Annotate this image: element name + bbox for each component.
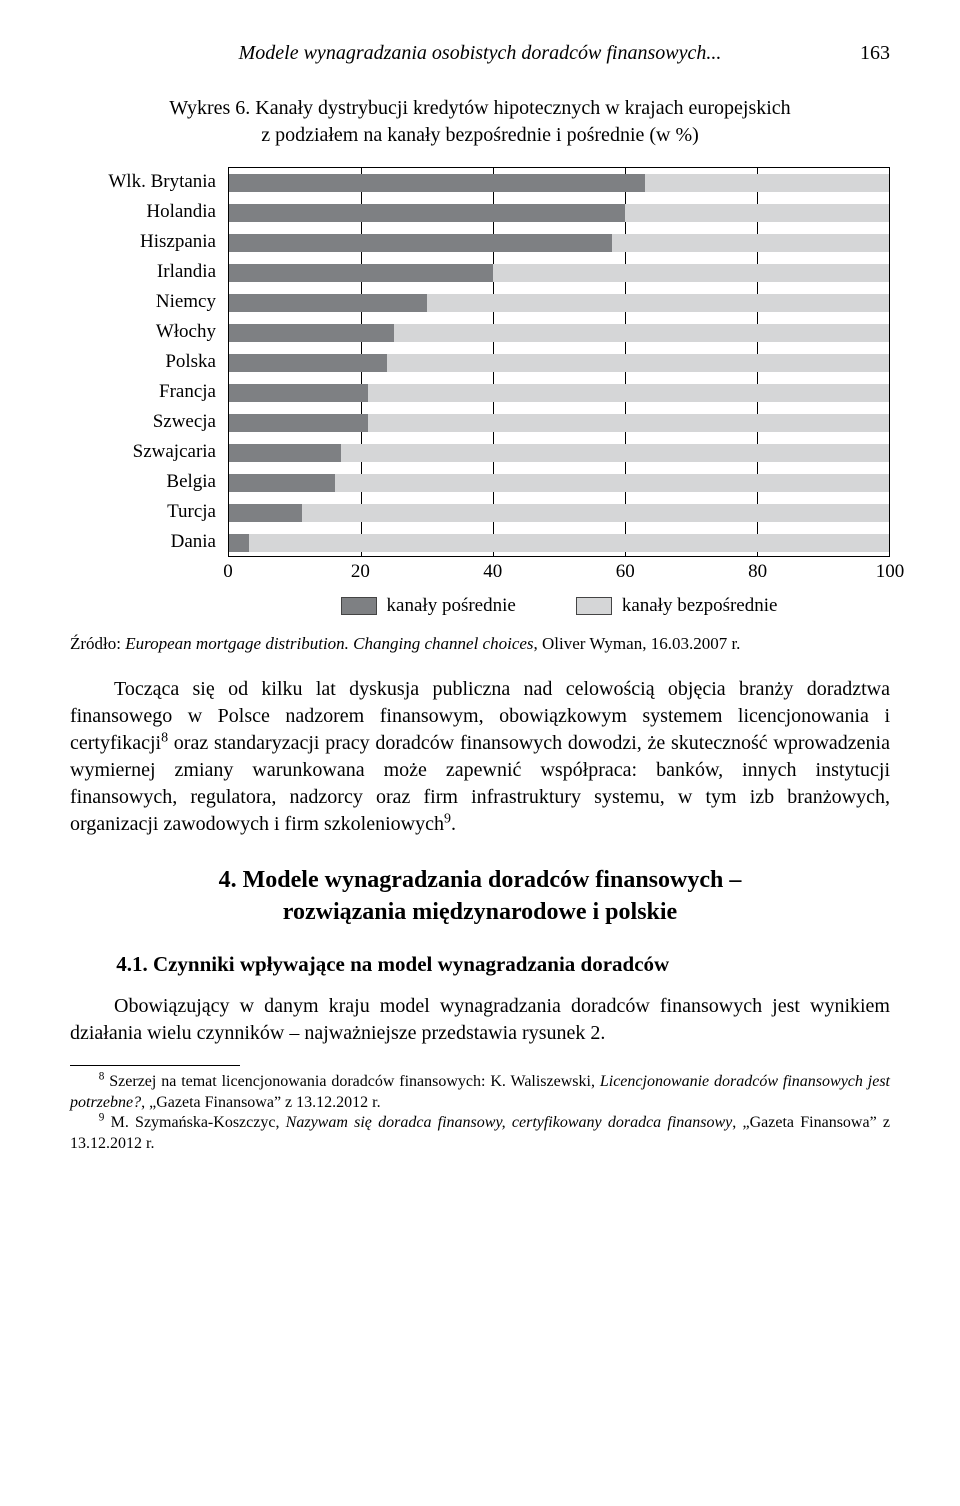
chart-bar-indirect — [229, 234, 612, 252]
chart-bar-direct — [335, 474, 889, 492]
chart-source: Źródło: European mortgage distribution. … — [70, 633, 890, 656]
chart-bar-indirect — [229, 204, 625, 222]
chart-bar-row — [229, 198, 889, 228]
chart-bar-indirect — [229, 264, 493, 282]
chart-bar-row — [229, 288, 889, 318]
chart-bar-indirect — [229, 474, 335, 492]
chart-bar-row — [229, 318, 889, 348]
source-suffix: , Oliver Wyman, 16.03.2007 r. — [534, 634, 741, 653]
chart-x-tick: 60 — [616, 559, 635, 585]
chart-bar-row — [229, 258, 889, 288]
chart-bar-row — [229, 438, 889, 468]
paragraph-2: Obowiązujący w danym kraju model wynagra… — [70, 993, 890, 1047]
running-title: Modele wynagradzania osobistych doradców… — [239, 42, 722, 64]
chart-bar-direct — [249, 534, 889, 552]
chart-bar-direct — [427, 294, 889, 312]
legend-label-direct: kanały bezpośrednie — [622, 593, 778, 619]
section-heading-4: 4. Modele wynagradzania doradców finanso… — [70, 864, 890, 929]
chart-y-label: Szwajcaria — [70, 439, 220, 465]
chart-y-label: Turcja — [70, 499, 220, 525]
chart-y-label: Holandia — [70, 199, 220, 225]
chart-bar-row — [229, 168, 889, 198]
chart-x-tick: 100 — [876, 559, 905, 585]
subsection-heading-4-1: 4.1. Czynniki wpływające na model wynagr… — [70, 950, 890, 978]
source-prefix: Źródło: — [70, 634, 125, 653]
chart-y-label: Polska — [70, 349, 220, 375]
chart-bar-direct — [368, 384, 889, 402]
chart-y-label: Szwecja — [70, 409, 220, 435]
footnote-ref-8: 8 — [161, 730, 168, 745]
chart-bar-direct — [341, 444, 889, 462]
chart-y-label: Wlk. Brytania — [70, 169, 220, 195]
chart-caption: Wykres 6. Kanały dystrybucji kredytów hi… — [120, 95, 840, 149]
chart-bar-row — [229, 378, 889, 408]
source-title: European mortgage distribution. Changing… — [125, 634, 533, 653]
chart-bar-indirect — [229, 504, 302, 522]
chart-bar-row — [229, 528, 889, 558]
chart-bar-indirect — [229, 294, 427, 312]
chart-y-labels: Wlk. Brytania Holandia Hiszpania Irlandia Ni… — [70, 167, 220, 557]
section-heading-line1: 4. Modele wynagradzania doradców finanso… — [219, 867, 742, 893]
chart-x-tick: 80 — [748, 559, 767, 585]
chart-bar-indirect — [229, 444, 341, 462]
chart-bar-direct — [493, 264, 889, 282]
paragraph-1: Tocząca się od kilku lat dyskusja public… — [70, 676, 890, 838]
paragraph-1c: . — [451, 813, 456, 835]
legend-label-indirect: kanały pośrednie — [387, 593, 516, 619]
chart-bar-direct — [625, 204, 889, 222]
chart-bar-row — [229, 408, 889, 438]
chart-bar-direct — [368, 414, 889, 432]
chart-bar-direct — [387, 354, 889, 372]
chart-bar-indirect — [229, 324, 394, 342]
chart-bar-direct — [612, 234, 889, 252]
chart-caption-line1: Wykres 6. Kanały dystrybucji kredytów hi… — [120, 95, 840, 122]
chart-bar-indirect — [229, 354, 387, 372]
chart-caption-line2: z podziałem na kanały bezpośrednie i poś… — [120, 122, 840, 149]
legend-swatch-direct — [576, 597, 612, 615]
chart-x-tick: 40 — [483, 559, 502, 585]
footnote-8-a: Szerzej na temat licencjonowania doradcó… — [104, 1073, 599, 1090]
page-number: 163 — [860, 40, 890, 67]
section-heading-line2: rozwiązania międzynarodowe i polskie — [70, 896, 890, 928]
footnotes-rule — [70, 1065, 240, 1066]
chart-x-axis: 020406080100 — [228, 557, 890, 585]
chart-bar-row — [229, 498, 889, 528]
chart-y-label: Hiszpania — [70, 229, 220, 255]
chart-bar-row — [229, 228, 889, 258]
chart-y-label: Belgia — [70, 469, 220, 495]
chart-bar-indirect — [229, 534, 249, 552]
footnote-9: 9 M. Szymańska-Koszczyc, Nazywam się dor… — [70, 1113, 890, 1155]
chart-bar-direct — [302, 504, 889, 522]
chart-y-label: Włochy — [70, 319, 220, 345]
footnote-9-italic: Nazywam się doradca finansowy, certyfiko… — [286, 1114, 733, 1131]
legend-item-direct: kanały bezpośrednie — [576, 593, 778, 619]
chart-bar-indirect — [229, 384, 368, 402]
footnote-8: 8 Szerzej na temat licencjonowania dorad… — [70, 1072, 890, 1114]
chart-x-tick: 20 — [351, 559, 370, 585]
legend-item-indirect: kanały pośrednie — [341, 593, 516, 619]
paragraph-1b: oraz standaryzacji pracy doradców finans… — [70, 732, 890, 835]
chart-y-label: Irlandia — [70, 259, 220, 285]
chart-y-label: Dania — [70, 529, 220, 555]
chart-bar-row — [229, 348, 889, 378]
legend-swatch-indirect — [341, 597, 377, 615]
chart-bar-direct — [394, 324, 889, 342]
chart-plot-area — [228, 167, 890, 557]
running-header: Modele wynagradzania osobistych doradców… — [70, 40, 890, 67]
chart-bar-row — [229, 468, 889, 498]
chart-bar-indirect — [229, 174, 645, 192]
chart-legend: kanały pośrednie kanały bezpośrednie — [228, 593, 890, 619]
footnote-9-a: M. Szymańska-Koszczyc, — [104, 1114, 285, 1131]
footnote-ref-9: 9 — [444, 811, 451, 826]
chart-x-tick: 0 — [223, 559, 233, 585]
chart-bar-direct — [645, 174, 889, 192]
footnote-8-b: , „Gazeta Finansowa” z 13.12.2012 r. — [141, 1094, 380, 1111]
chart-y-label: Francja — [70, 379, 220, 405]
chart-y-label: Niemcy — [70, 289, 220, 315]
chart-bar-indirect — [229, 414, 368, 432]
chart-wrap: Wlk. Brytania Holandia Hiszpania Irlandia Ni… — [70, 167, 890, 619]
